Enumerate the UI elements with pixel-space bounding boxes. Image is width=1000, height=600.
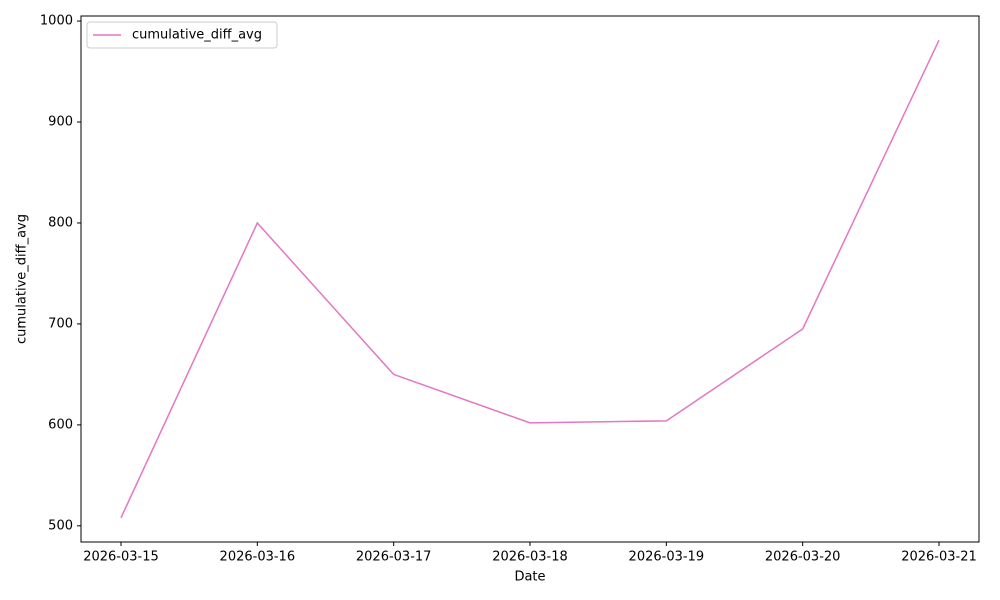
x-tick-label: 2026-03-19 <box>629 550 705 565</box>
x-tick-label: 2026-03-20 <box>765 550 841 565</box>
x-tick-label: 2026-03-15 <box>83 550 159 565</box>
legend-label: cumulative_diff_avg <box>132 28 262 43</box>
plot-frame <box>80 15 980 543</box>
x-tick-label: 2026-03-21 <box>901 550 977 565</box>
x-tick-label: 2026-03-17 <box>356 550 432 565</box>
x-axis-label: Date <box>514 570 545 585</box>
y-tick-label: 800 <box>48 215 73 230</box>
y-tick-label: 1000 <box>40 14 73 29</box>
y-tick-label: 500 <box>48 518 73 533</box>
y-tick-label: 700 <box>48 316 73 331</box>
y-tick-label: 900 <box>48 115 73 130</box>
y-tick-label: 600 <box>48 417 73 432</box>
x-tick-label: 2026-03-16 <box>220 550 296 565</box>
y-axis-label: cumulative_diff_avg <box>15 214 30 344</box>
legend: cumulative_diff_avg <box>86 21 278 49</box>
legend-box <box>86 21 278 49</box>
line-series <box>120 39 940 519</box>
x-tick-label: 2026-03-18 <box>492 550 568 565</box>
